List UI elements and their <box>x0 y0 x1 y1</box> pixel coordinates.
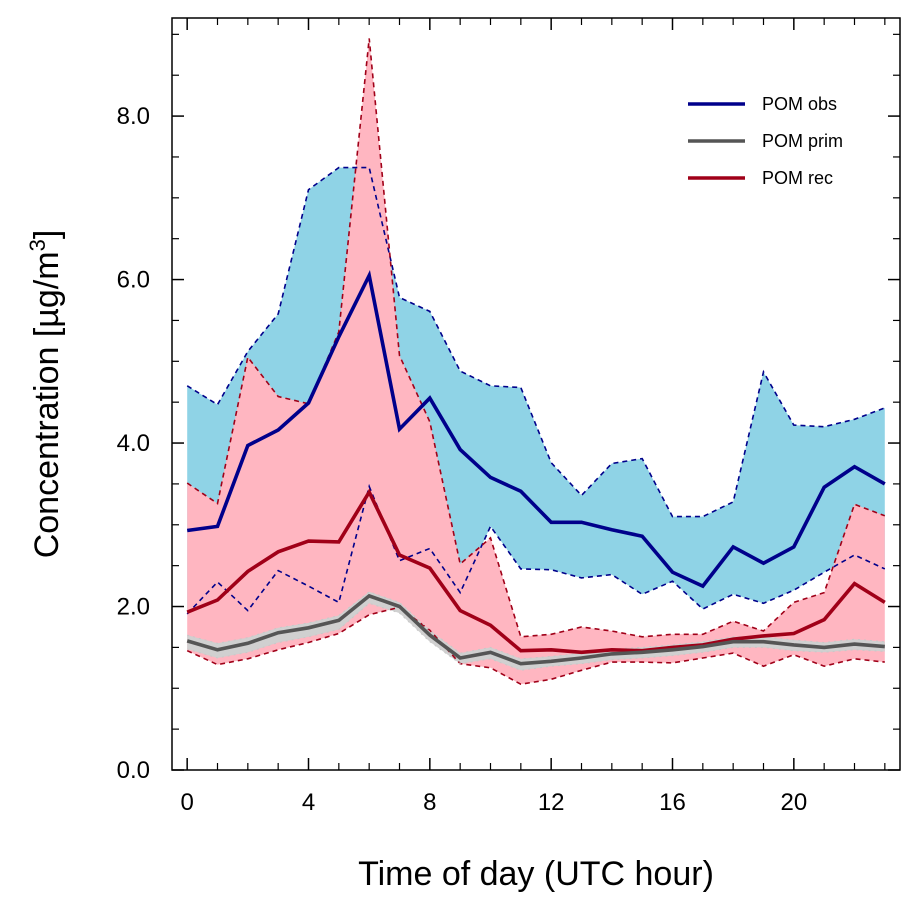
x-tick-label: 8 <box>423 789 436 816</box>
x-tick-label: 20 <box>780 789 807 816</box>
pom-rec-line <box>186 488 886 655</box>
pom-obs-legend-label: POM obs <box>762 94 837 114</box>
pom-rec-legend-label: POM rec <box>762 168 833 188</box>
pom-prim-lower-line <box>187 602 885 671</box>
pom-obs-upper-line <box>186 166 886 518</box>
y-tick-label: 2.0 <box>117 594 150 621</box>
y-tick-label: 6.0 <box>117 267 150 294</box>
y-tick-label: 0.0 <box>117 757 150 784</box>
x-tick-label: 4 <box>302 789 315 816</box>
y-axis-title-superscript: 3 <box>25 239 50 251</box>
y-tick-label: 4.0 <box>117 430 150 457</box>
y-tick-label: 8.0 <box>117 103 150 130</box>
pom-prim-legend-label: POM prim <box>762 131 843 151</box>
x-tick-label: 12 <box>538 789 565 816</box>
pom-prim-line <box>186 593 885 666</box>
legend: POM obs POM prim POM rec <box>688 94 843 188</box>
x-tick-label: 16 <box>659 789 686 816</box>
pom-prim-upper-line <box>187 591 885 660</box>
pom-obs-line <box>186 269 886 589</box>
pom-prim-band <box>187 591 885 671</box>
pom-rec-upper-line <box>186 38 886 638</box>
pom-rec-band <box>187 38 885 685</box>
pom-obs-lower-line <box>186 483 886 615</box>
axis-tick-labels: 0 4 8 12 16 20 0.0 2.0 4.0 6.0 8.0 <box>117 103 808 816</box>
y-axis-title-main: Concentration [µg/m <box>28 251 66 558</box>
x-axis-title: Time of day (UTC hour) <box>358 855 714 893</box>
x-tick-label: 0 <box>180 789 193 816</box>
pom-rec-lower-line <box>186 606 885 686</box>
range-boundary-lines <box>186 38 886 686</box>
series-lines <box>186 269 886 666</box>
y-axis-title-close: ] <box>28 230 66 239</box>
axis-ticks <box>172 18 900 771</box>
y-axis-title: Concentration [µg/m3] <box>25 230 66 559</box>
plot-frame <box>171 17 901 771</box>
